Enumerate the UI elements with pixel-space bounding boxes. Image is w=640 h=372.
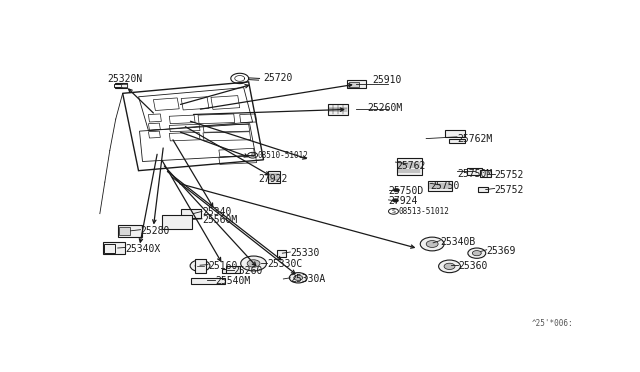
Circle shape [294, 275, 303, 280]
Text: 25750M: 25750M [457, 169, 492, 179]
Text: 25280: 25280 [141, 226, 170, 236]
Circle shape [472, 251, 481, 256]
Bar [163, 215, 192, 230]
Text: 25330: 25330 [291, 248, 319, 258]
Bar [222, 269, 230, 273]
Text: 27924: 27924 [388, 196, 418, 206]
Text: 27922: 27922 [259, 174, 288, 184]
Circle shape [426, 241, 438, 247]
Circle shape [241, 256, 266, 271]
Text: 25260: 25260 [234, 266, 263, 276]
Circle shape [444, 263, 455, 269]
Text: 25762M: 25762M [457, 134, 492, 144]
Text: 08510-51012: 08510-51012 [257, 151, 308, 160]
Bar [445, 130, 465, 137]
Text: 25340: 25340 [202, 208, 232, 218]
Bar [191, 278, 225, 284]
Text: 25330A: 25330A [291, 274, 326, 284]
Circle shape [438, 260, 460, 273]
Bar [104, 244, 115, 253]
Text: 25340X: 25340X [125, 244, 161, 254]
Bar [328, 104, 348, 115]
Text: 25910: 25910 [372, 75, 402, 85]
Bar [114, 84, 122, 87]
Bar [467, 168, 483, 175]
Bar [227, 266, 240, 273]
Bar [118, 227, 129, 235]
Text: S: S [251, 153, 255, 158]
Bar [449, 139, 465, 143]
Bar [428, 181, 452, 191]
Bar [195, 259, 206, 273]
Text: 25160: 25160 [208, 261, 237, 271]
Bar [480, 170, 491, 177]
Text: 25560M: 25560M [202, 215, 237, 225]
Circle shape [190, 260, 210, 272]
Circle shape [468, 248, 486, 258]
Bar [397, 158, 422, 175]
Text: 25762: 25762 [396, 160, 426, 170]
Circle shape [247, 260, 260, 267]
Text: 25752: 25752 [495, 170, 524, 180]
Text: 25369: 25369 [486, 246, 516, 256]
Text: 25750D: 25750D [388, 186, 424, 196]
Bar [115, 83, 127, 87]
Text: 25320N: 25320N [108, 74, 143, 84]
Bar [349, 82, 359, 87]
Bar [118, 225, 141, 237]
Text: 08513-51012: 08513-51012 [399, 207, 449, 216]
Bar [181, 209, 201, 218]
Bar [478, 187, 488, 192]
Circle shape [392, 199, 399, 202]
Text: 25260M: 25260M [367, 103, 403, 113]
Circle shape [394, 189, 399, 192]
Circle shape [420, 237, 444, 251]
Circle shape [289, 273, 307, 283]
Text: S: S [392, 209, 396, 214]
Text: 25360: 25360 [458, 262, 487, 271]
Text: 25750: 25750 [430, 180, 460, 190]
Bar [277, 250, 286, 257]
Text: ^25'*006:: ^25'*006: [532, 318, 573, 328]
Text: 25720: 25720 [264, 73, 293, 83]
Bar [348, 80, 366, 89]
Text: 25540M: 25540M [215, 276, 250, 286]
Bar [103, 242, 125, 254]
Text: 25752: 25752 [495, 185, 524, 195]
Bar [269, 171, 280, 183]
Text: 25330C: 25330C [268, 259, 303, 269]
Circle shape [195, 263, 205, 269]
Text: 25340B: 25340B [440, 237, 476, 247]
Bar [121, 84, 127, 87]
